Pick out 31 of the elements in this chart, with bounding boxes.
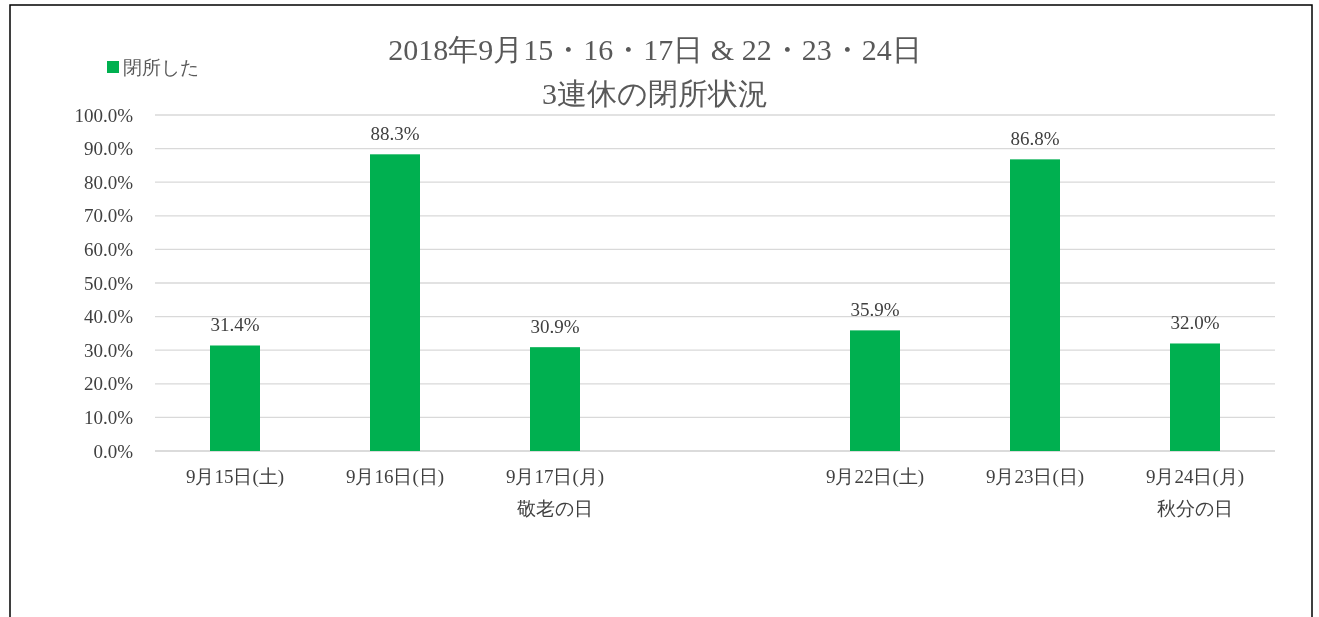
y-tick-label: 90.0%	[83, 138, 134, 160]
data-label: 88.3%	[370, 123, 420, 145]
bar	[1010, 159, 1060, 451]
data-label: 32.0%	[1170, 312, 1220, 334]
legend-label: 閉所した	[123, 56, 199, 78]
y-tick-label: 100.0%	[74, 104, 134, 126]
y-tick-label: 70.0%	[83, 205, 134, 227]
y-tick-label: 20.0%	[83, 373, 134, 395]
x-tick-label: 9月24日(月) 秋分の日	[1145, 466, 1245, 519]
bar	[530, 347, 580, 451]
data-label: 86.8%	[1010, 128, 1060, 150]
data-label: 31.4%	[210, 314, 260, 336]
x-tick-label: 9月16日(日)	[345, 466, 445, 488]
x-tick-label: 9月22日(土)	[825, 466, 925, 488]
y-tick-label: 50.0%	[83, 272, 134, 294]
data-label: 30.9%	[530, 316, 580, 338]
data-label: 35.9%	[850, 299, 900, 321]
y-tick-label: 40.0%	[83, 306, 134, 328]
bar	[1170, 343, 1220, 451]
y-tick-label: 30.0%	[83, 339, 134, 361]
x-tick-label: 9月23日(日)	[985, 466, 1085, 488]
y-tick-label: 60.0%	[83, 239, 134, 261]
bar	[850, 330, 900, 451]
chart-title: 2018年9月15・16・17日 & 22・23・24日 3連休の閉所状況	[388, 33, 922, 110]
y-tick-label: 0.0%	[93, 440, 134, 462]
y-tick-label: 10.0%	[83, 407, 134, 429]
x-tick-label: 9月15日(土)	[185, 466, 285, 488]
bar	[370, 154, 420, 451]
x-tick-label: 9月17日(月) 敬老の日	[505, 466, 605, 519]
bar	[210, 345, 260, 451]
y-tick-label: 80.0%	[83, 171, 134, 193]
